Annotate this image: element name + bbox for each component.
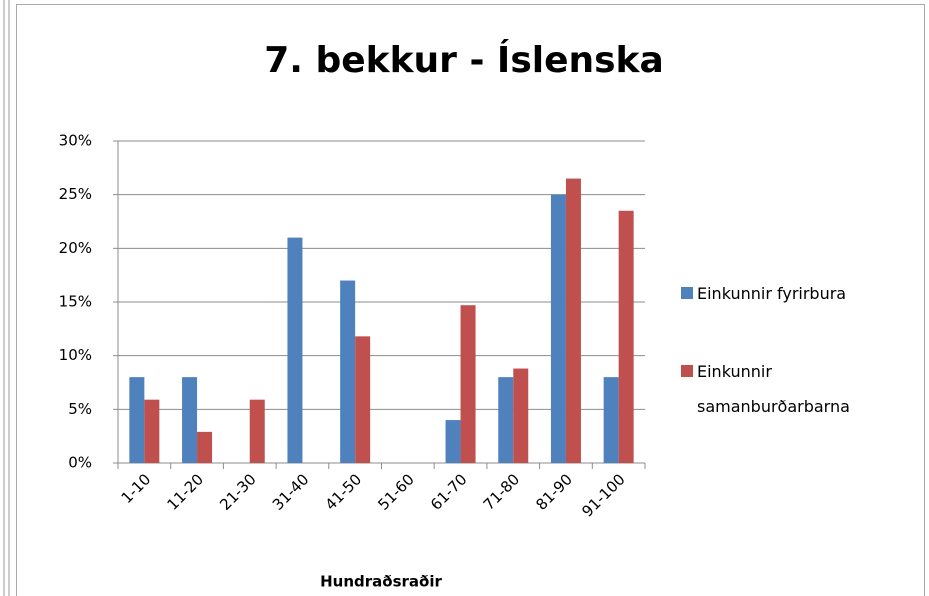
y-tick-label: 25% bbox=[59, 185, 92, 203]
x-tick-label: 1-10 bbox=[118, 470, 155, 507]
x-tick-label: 21-30 bbox=[216, 470, 260, 514]
x-tick-label: 81-90 bbox=[532, 470, 576, 514]
y-tick-label: 0% bbox=[68, 454, 92, 472]
y-tick-label: 30% bbox=[59, 132, 92, 150]
x-tick-label: 91-100 bbox=[578, 470, 628, 520]
bar bbox=[249, 399, 265, 463]
legend-entry: Einkunnir samanburðarbarna bbox=[697, 362, 850, 416]
y-tick-label: 10% bbox=[59, 346, 92, 364]
bar bbox=[445, 420, 461, 463]
bar bbox=[498, 377, 514, 463]
y-tick-label: 20% bbox=[59, 239, 92, 257]
chart-border bbox=[16, 4, 925, 596]
bar bbox=[182, 377, 198, 463]
chart-title: 7. bekkur - Íslenska bbox=[264, 39, 664, 81]
bar bbox=[287, 237, 303, 463]
bar bbox=[129, 377, 145, 463]
bar bbox=[603, 377, 619, 463]
x-tick-label: 61-70 bbox=[427, 470, 471, 514]
bar bbox=[340, 280, 356, 463]
x-tick-label: 71-80 bbox=[480, 470, 524, 514]
legend-swatch bbox=[681, 365, 693, 377]
legend-swatch bbox=[681, 287, 693, 299]
legend-entry: Einkunnir fyrirbura bbox=[697, 284, 847, 303]
y-tick-label: 5% bbox=[68, 400, 92, 418]
bar bbox=[618, 210, 634, 463]
bar bbox=[513, 368, 529, 463]
bar bbox=[550, 194, 566, 463]
x-tick-label: 51-60 bbox=[374, 470, 418, 514]
y-tick-label: 15% bbox=[59, 293, 92, 311]
x-tick-label: 11-20 bbox=[164, 470, 208, 514]
bar bbox=[565, 178, 581, 464]
bar bbox=[355, 336, 371, 463]
bar bbox=[197, 431, 213, 463]
bar bbox=[460, 305, 476, 463]
bar bbox=[144, 399, 160, 463]
x-tick-label: 41-50 bbox=[322, 470, 366, 514]
x-axis-title: Hundraðsraðir bbox=[320, 573, 442, 591]
x-tick-label: 31-40 bbox=[269, 470, 313, 514]
